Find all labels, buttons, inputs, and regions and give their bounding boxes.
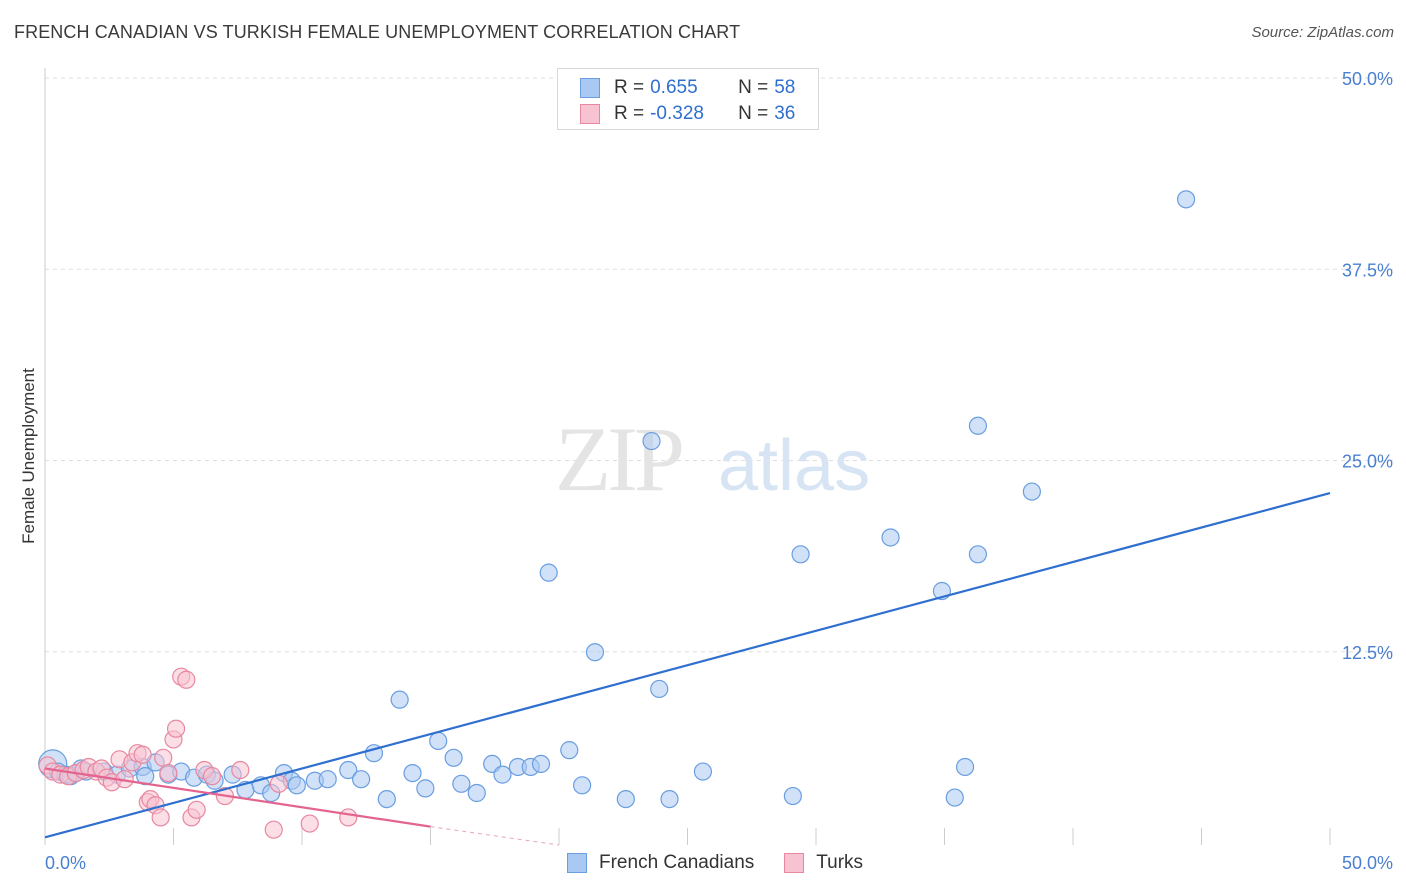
point-french-canadians <box>783 786 802 806</box>
y-axis-label: Female Unemployment <box>19 368 38 544</box>
swatch-turks <box>580 104 600 124</box>
point-french-canadians <box>616 789 635 809</box>
x-tick-label-max: 50.0% <box>1342 853 1393 873</box>
point-french-canadians <box>881 528 900 547</box>
point-french-canadians <box>968 545 988 564</box>
point-turks <box>264 820 283 839</box>
legend-item-turks[interactable]: Turks <box>784 852 863 874</box>
watermark: ZIP atlas <box>555 408 870 510</box>
legend-swatch-turks <box>784 853 805 873</box>
point-french-canadians <box>318 770 337 789</box>
n-value: 58 <box>774 77 796 98</box>
point-french-canadians <box>791 545 810 564</box>
r-label: R = <box>614 77 645 98</box>
legend-swatch-french-canadians <box>567 853 587 873</box>
stats-row-turks: R = -0.328 N = 36 <box>580 101 795 127</box>
y-tick-label: 12.5% <box>1342 643 1393 663</box>
n-label: N = <box>738 103 769 124</box>
point-french-canadians <box>493 765 512 784</box>
n-value: 36 <box>774 103 796 124</box>
data-points <box>38 190 1196 839</box>
y-tick-label: 37.5% <box>1342 260 1393 280</box>
tick-labels: 12.5% 25.0% 37.5% 50.0% 0.0% 50.0% <box>45 69 1393 873</box>
point-french-canadians <box>539 563 558 582</box>
point-french-canadians <box>467 783 486 803</box>
point-french-canadians <box>650 679 669 699</box>
trend-line-french-canadians <box>44 492 1331 839</box>
point-french-canadians <box>945 788 964 807</box>
watermark-atlas: atlas <box>718 426 870 506</box>
point-french-canadians <box>955 757 975 777</box>
watermark-zip: ZIP <box>555 408 682 510</box>
point-french-canadians <box>416 779 435 798</box>
point-turks <box>133 745 152 764</box>
point-french-canadians <box>452 774 471 793</box>
point-turks <box>269 774 288 793</box>
stats-row-french-canadians: R = 0.655 N = 58 <box>580 75 795 101</box>
point-turks <box>339 808 358 827</box>
r-label: R = <box>614 103 645 124</box>
y-tick-label: 50.0% <box>1342 69 1393 89</box>
point-french-canadians <box>444 748 463 767</box>
point-turks <box>177 670 196 689</box>
r-value: 0.655 <box>650 77 698 98</box>
grid-lines <box>45 77 1395 653</box>
point-turks <box>159 763 178 783</box>
source-label: Source: ZipAtlas.com <box>1251 24 1394 41</box>
point-turks <box>154 748 173 767</box>
series-legend: French Canadians Turks <box>567 852 893 874</box>
point-turks <box>231 760 250 780</box>
point-french-canadians <box>352 770 371 789</box>
y-tick-label: 25.0% <box>1342 452 1393 472</box>
point-turks <box>166 719 186 738</box>
legend-label-turks: Turks <box>816 852 864 873</box>
point-turks <box>151 808 170 827</box>
x-tick-label-min: 0.0% <box>45 853 86 873</box>
r-value: -0.328 <box>650 103 704 124</box>
chart-title: FRENCH CANADIAN VS TURKISH FEMALE UNEMPL… <box>14 22 741 42</box>
point-french-canadians <box>403 763 422 783</box>
point-french-canadians <box>339 760 358 780</box>
point-french-canadians <box>693 762 713 781</box>
legend-label-french-canadians: French Canadians <box>599 852 755 873</box>
point-french-canadians <box>429 731 448 751</box>
point-french-canadians <box>1022 482 1041 501</box>
legend-item-french-canadians[interactable]: French Canadians <box>567 852 754 874</box>
point-french-canadians <box>390 690 409 709</box>
point-turks <box>300 814 319 833</box>
point-french-canadians <box>573 776 592 795</box>
point-french-canadians <box>968 416 988 435</box>
swatch-french-canadians <box>580 78 600 98</box>
trend-lines <box>44 492 1331 846</box>
n-label: N = <box>738 77 769 98</box>
point-french-canadians <box>1176 190 1196 209</box>
point-turks <box>187 800 206 819</box>
point-french-canadians <box>560 741 579 760</box>
stats-legend: R = 0.655 N = 58 R = -0.328 N = 36 <box>557 68 819 130</box>
point-turks <box>202 767 222 786</box>
point-french-canadians <box>377 789 396 809</box>
point-french-canadians <box>287 776 306 795</box>
point-french-canadians <box>531 754 551 774</box>
trend-line-turks-extension <box>430 826 560 846</box>
trend-line-turks <box>44 767 431 828</box>
axes <box>44 68 1331 845</box>
point-french-canadians <box>642 431 661 451</box>
point-french-canadians <box>660 789 679 809</box>
point-french-canadians <box>585 643 605 662</box>
